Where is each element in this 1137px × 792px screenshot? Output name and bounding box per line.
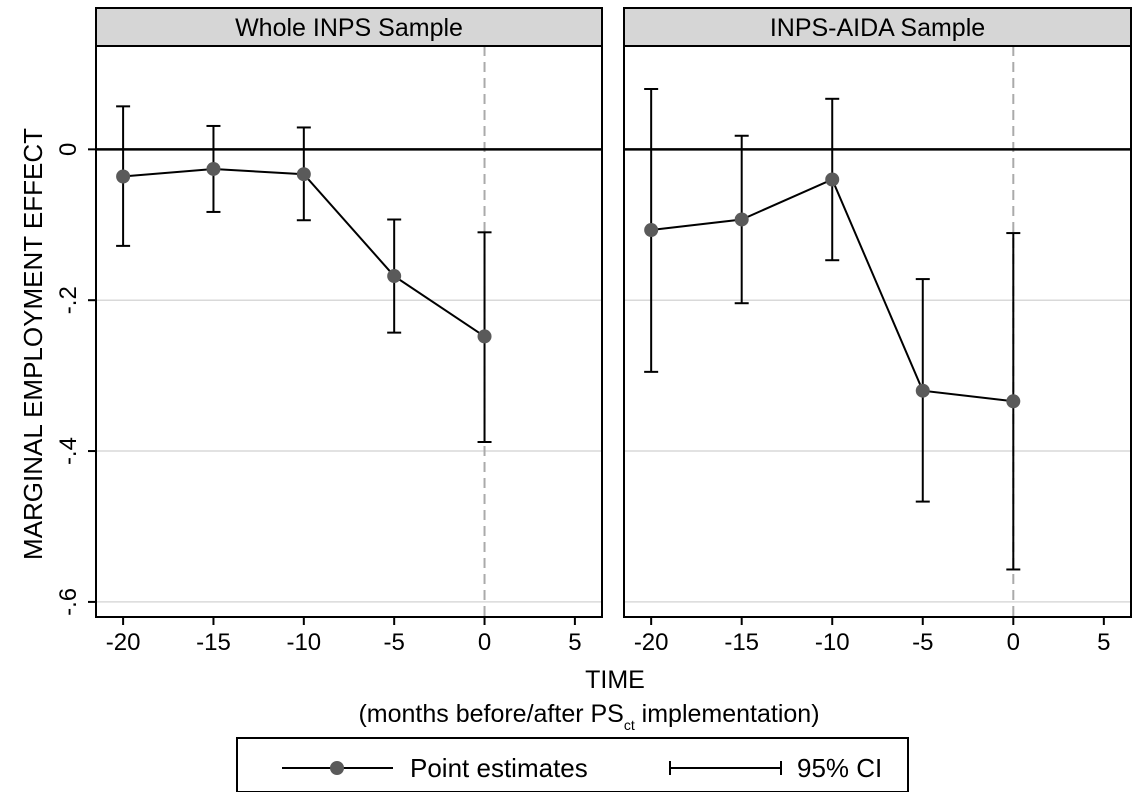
x-tick-label: -5 <box>912 629 933 656</box>
panel-whole-inps: Whole INPS Sample -20 -15 -10 -5 0 5 0 -.2 -.4 -.6 <box>55 7 603 656</box>
y-tick-label: -.4 <box>55 437 82 465</box>
x-axis-subtitle-subscript: ct <box>624 717 635 733</box>
legend: Point estimates 95% CI <box>236 737 909 792</box>
x-tick-label: -15 <box>724 629 759 656</box>
estimate-point <box>825 172 840 187</box>
legend-label-ci: 95% CI <box>797 753 882 783</box>
estimate-point <box>1006 394 1021 409</box>
panel-border <box>623 45 1132 618</box>
panel-title-strip <box>95 7 603 47</box>
y-tick-label: 0 <box>55 143 82 156</box>
estimate-point <box>206 161 221 176</box>
estimate-point <box>734 212 749 227</box>
legend-box <box>236 737 909 792</box>
panel-border <box>95 45 603 618</box>
estimate-point <box>644 223 659 238</box>
plot-area <box>96 46 602 617</box>
x-tick-label: -20 <box>634 629 669 656</box>
estimate-point <box>387 269 402 284</box>
x-tick-label: 5 <box>568 629 581 656</box>
y-tick-label: -.6 <box>55 588 82 616</box>
estimate-point <box>477 329 492 344</box>
x-tick-label: -10 <box>815 629 850 656</box>
x-tick-label: -5 <box>384 629 405 656</box>
x-axis-subtitle-before: (months before/after PS <box>358 700 623 728</box>
x-tick-label: 0 <box>1007 629 1020 656</box>
panel-inps-aida: INPS-AIDA Sample -20 -15 -10 -5 0 5 <box>623 7 1132 656</box>
x-tick-label: -20 <box>106 629 141 656</box>
estimate-point <box>915 383 930 398</box>
x-tick-label: -15 <box>196 629 231 656</box>
legend-dot-marker <box>330 761 344 775</box>
estimate-point <box>296 167 311 182</box>
plot-area <box>624 46 1131 617</box>
x-tick-label: 5 <box>1097 629 1110 656</box>
x-axis-subtitle: (months before/after PSct implementation… <box>358 700 819 733</box>
panel-title: INPS-AIDA Sample <box>770 14 985 42</box>
y-axis-title: MARGINAL EMPLOYMENT EFFECT <box>18 128 48 560</box>
x-axis-subtitle-after: implementation) <box>635 700 820 728</box>
panel-title: Whole INPS Sample <box>235 14 463 42</box>
x-tick-label: -10 <box>286 629 321 656</box>
legend-label-point-estimates: Point estimates <box>410 753 588 783</box>
x-axis-title: TIME <box>585 666 645 694</box>
panel-title-strip <box>623 7 1132 47</box>
y-tick-label: -.2 <box>55 286 82 314</box>
estimate-point <box>116 169 131 184</box>
x-tick-label: 0 <box>478 629 491 656</box>
